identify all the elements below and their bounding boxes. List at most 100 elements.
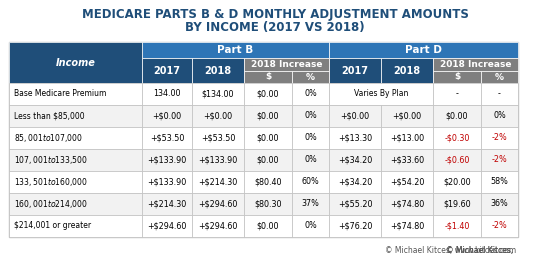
Text: $107,001 to $133,500: $107,001 to $133,500 [14, 154, 87, 166]
Text: $0.00: $0.00 [446, 112, 468, 120]
Bar [433, 58, 518, 71]
Text: 2018 Increase: 2018 Increase [251, 60, 322, 69]
Bar [381, 171, 433, 193]
Bar [292, 149, 329, 171]
Text: Less than $85,000: Less than $85,000 [14, 112, 85, 120]
Bar [292, 215, 329, 237]
Text: 0%: 0% [304, 155, 317, 164]
Bar [481, 127, 518, 149]
Bar [9, 105, 142, 127]
Bar [433, 193, 481, 215]
Text: +$34.20: +$34.20 [338, 155, 372, 164]
Text: 36%: 36% [491, 199, 508, 209]
Text: -2%: -2% [492, 155, 507, 164]
Text: +$214.30: +$214.30 [147, 199, 186, 209]
Bar [142, 105, 192, 127]
Text: 0%: 0% [304, 112, 317, 120]
Text: $0.00: $0.00 [257, 134, 279, 143]
Bar [244, 193, 292, 215]
Bar [192, 127, 244, 149]
Bar [329, 83, 381, 105]
Text: Base Medicare Premium: Base Medicare Premium [14, 89, 106, 99]
Bar [244, 71, 292, 83]
Text: 37%: 37% [301, 199, 320, 209]
Text: 58%: 58% [491, 178, 508, 187]
Bar [244, 58, 329, 71]
Bar [481, 105, 518, 127]
Bar [292, 171, 329, 193]
Bar [329, 215, 381, 237]
Bar [433, 83, 481, 105]
Text: © Michael Kitces, www.kitces.com: © Michael Kitces, www.kitces.com [385, 246, 516, 255]
Bar [142, 83, 192, 105]
Bar [244, 171, 292, 193]
Text: $160,001 to $214,000: $160,001 to $214,000 [14, 198, 87, 210]
Text: $134.00: $134.00 [202, 89, 234, 99]
Text: © Michael Kitces,: © Michael Kitces, [447, 246, 516, 255]
Bar [9, 193, 142, 215]
Bar [381, 58, 433, 83]
Bar [9, 42, 518, 237]
Text: +$53.50: +$53.50 [201, 134, 235, 143]
Bar [292, 105, 329, 127]
Text: © Michael Kitces,: © Michael Kitces, [447, 246, 516, 255]
Text: 0%: 0% [493, 112, 506, 120]
Text: +$54.20: +$54.20 [390, 178, 424, 187]
Bar [142, 193, 192, 215]
Text: %: % [306, 73, 315, 81]
Bar [192, 171, 244, 193]
Text: 134.00: 134.00 [153, 89, 181, 99]
Text: +$133.90: +$133.90 [199, 155, 238, 164]
Text: +$0.00: +$0.00 [204, 112, 233, 120]
Text: +$76.20: +$76.20 [338, 222, 372, 230]
Text: +$0.00: +$0.00 [152, 112, 182, 120]
Bar [329, 193, 381, 215]
Bar [192, 58, 244, 83]
Text: +$294.60: +$294.60 [199, 199, 238, 209]
Bar [9, 171, 142, 193]
Bar [292, 71, 329, 83]
Bar [142, 42, 329, 58]
Text: $19.60: $19.60 [443, 199, 471, 209]
Text: $133,501 to $160,000: $133,501 to $160,000 [14, 176, 87, 188]
Bar [381, 193, 433, 215]
Bar [192, 215, 244, 237]
Text: +$0.00: +$0.00 [340, 112, 370, 120]
Bar [192, 193, 244, 215]
Text: $0.00: $0.00 [257, 112, 279, 120]
Text: +$33.60: +$33.60 [390, 155, 424, 164]
Bar [192, 83, 244, 105]
Text: 2018: 2018 [205, 65, 232, 76]
Bar [433, 215, 481, 237]
Bar [192, 105, 244, 127]
Text: $80.30: $80.30 [254, 199, 282, 209]
Bar [381, 105, 433, 127]
Bar [433, 171, 481, 193]
Bar [192, 149, 244, 171]
Bar [292, 127, 329, 149]
Text: $20.00: $20.00 [443, 178, 471, 187]
Bar [433, 71, 481, 83]
Bar [9, 127, 142, 149]
Text: +$74.80: +$74.80 [390, 199, 424, 209]
Bar [244, 127, 292, 149]
Bar [142, 127, 192, 149]
Bar [481, 171, 518, 193]
Bar [244, 105, 292, 127]
Text: 60%: 60% [301, 178, 320, 187]
Bar [329, 105, 381, 127]
Text: $: $ [265, 73, 271, 81]
Bar [381, 83, 433, 105]
Bar [433, 127, 481, 149]
Text: +$133.90: +$133.90 [147, 178, 186, 187]
Text: Part B: Part B [217, 45, 254, 55]
Text: $85,001 to $107,000: $85,001 to $107,000 [14, 132, 83, 144]
Text: Part D: Part D [405, 45, 442, 55]
Text: 0%: 0% [304, 89, 317, 99]
Text: +$294.60: +$294.60 [199, 222, 238, 230]
Bar [9, 83, 142, 105]
Bar [244, 83, 292, 105]
Bar [329, 171, 381, 193]
Bar [329, 83, 433, 105]
Text: $: $ [454, 73, 460, 81]
